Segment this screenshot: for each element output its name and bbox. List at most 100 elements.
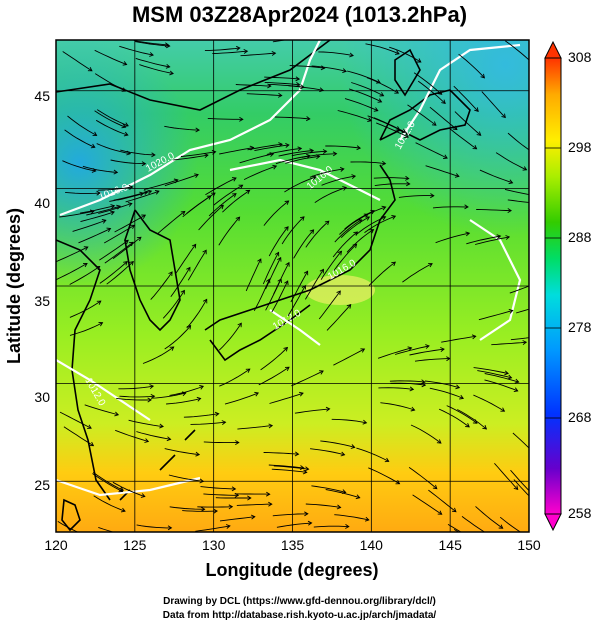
streamline-arrowhead [231,177,237,182]
streamline [273,465,309,470]
streamline [72,219,106,232]
colorbar-tick-label: 298 [568,139,592,155]
streamline-arrowhead [221,420,227,425]
coastlines [56,40,471,532]
streamline-arrowhead [141,214,147,219]
streamline-arrowhead [476,131,482,136]
streamline [106,261,134,285]
streamline [97,186,133,191]
streamline [475,506,503,529]
streamline-arrowhead [508,308,514,314]
streamline [374,183,410,187]
streamline-arrowhead [237,322,242,328]
streamline-arrowhead [391,215,397,220]
streamline [103,224,135,244]
streamline [355,216,386,236]
streamline-arrowhead [271,50,277,56]
streamline [118,385,154,390]
streamline-arrowhead [234,492,240,498]
streamline [265,257,282,290]
streamline [333,243,357,272]
streamline [474,236,510,245]
streamline-arrowhead [309,229,315,234]
streamline [491,341,527,346]
streamline [446,405,478,424]
streamline [182,510,218,512]
streamline-arrowhead [191,243,197,249]
streamline-arrowhead [425,344,430,349]
streamline [104,241,134,264]
streamline-arrowhead [231,486,237,492]
streamline-arrowhead [196,396,202,402]
streamline-arrowhead [304,35,308,39]
streamline [169,385,204,396]
streamline-arrowhead [169,346,175,351]
y-axis: 25 30 35 40 45 [34,88,50,493]
streamline [320,251,342,280]
streamline [195,525,230,532]
streamline-arrowhead [339,166,345,172]
streamline [290,271,308,303]
streamline [119,45,154,56]
streamline-arrowhead [284,226,289,231]
streamline [309,168,344,178]
streamline-arrowhead [265,491,271,497]
streamline [264,81,300,86]
streamline [318,51,354,57]
streamline [294,408,330,414]
streamline-arrowhead [451,507,457,513]
streamline-arrowhead [154,189,160,195]
streamline-arrowhead [391,261,397,267]
streamline-arrowhead [498,524,504,529]
streamline-arrowhead [472,145,478,150]
streamline-arrowhead [487,533,491,537]
streamline [301,153,337,158]
streamline-arrowhead [297,146,303,152]
streamline [457,409,487,430]
streamline-arrowhead [149,52,154,57]
streamline-arrowhead [124,122,129,127]
streamline [114,214,146,233]
streamline [512,432,529,449]
streamline [110,159,146,165]
streamline-arrowhead [454,173,460,178]
streamline-arrowhead [508,179,514,185]
streamline-arrowhead [204,153,209,159]
streamline-arrowhead [124,239,129,245]
streamline-arrowhead [235,440,240,445]
streamline-arrowhead [225,524,231,529]
streamline [481,91,506,118]
streamline [265,278,282,311]
streamline [287,285,306,317]
streamline [441,335,476,343]
streamline-arrowhead [302,469,308,475]
streamline-arrowhead [284,280,289,286]
streamline-arrowhead [110,204,116,209]
streamline [92,473,123,492]
streamline-arrowhead [267,83,272,89]
streamline [412,494,442,515]
streamline [394,345,430,355]
streamline [65,191,101,194]
streamline [212,50,248,54]
streamline-arrowhead [236,45,241,51]
streamline [505,40,529,61]
streamline-arrowhead [202,298,208,304]
streamline [353,206,386,223]
streamline-arrowhead [342,186,348,191]
plot-frame [55,39,530,533]
streamline [203,493,239,496]
streamline [271,468,307,473]
streamline-arrowhead [379,92,385,97]
streamline-arrowhead [110,210,115,216]
x-axis-title: Longitude (degrees) [205,560,378,580]
streamline-arrowhead [346,303,352,309]
streamline-arrowhead [186,266,191,272]
streamline [305,503,341,508]
streamline [258,366,290,386]
streamline [200,486,236,490]
streamline-arrowhead [530,492,534,496]
streamline-arrowhead [455,384,461,390]
streamline [180,151,216,157]
streamline-arrowhead [268,501,273,507]
